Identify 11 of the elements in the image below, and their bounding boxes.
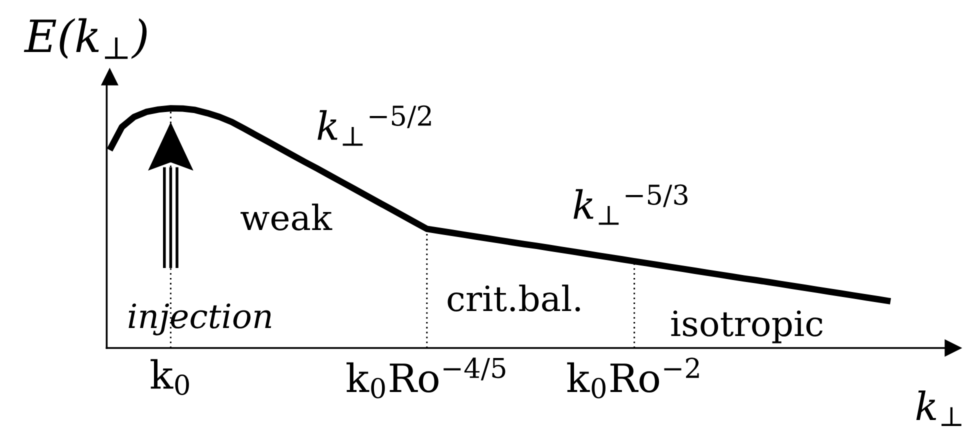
annotation: injection xyxy=(128,303,272,336)
annotation: isotropic xyxy=(671,310,822,344)
x-tick-label: k$_{0}$Ro$^{−4/5}$ xyxy=(346,358,506,398)
x-tick-label: k$_{0}$ xyxy=(150,359,189,396)
annotation: weak xyxy=(240,204,332,230)
annotation: k$_{⊥}$$^{−5/2}$ xyxy=(318,105,431,146)
annotation: crit.bal. xyxy=(448,284,580,312)
y-axis-title: E(k$_{⊥}$) xyxy=(24,18,147,59)
annotation: k$_{⊥}$$^{−5/3}$ xyxy=(574,184,688,225)
x-tick-label: k$_{0}$Ro$^{−2}$ xyxy=(567,358,699,398)
x-axis-title: k$_{⊥}$ xyxy=(916,390,962,426)
